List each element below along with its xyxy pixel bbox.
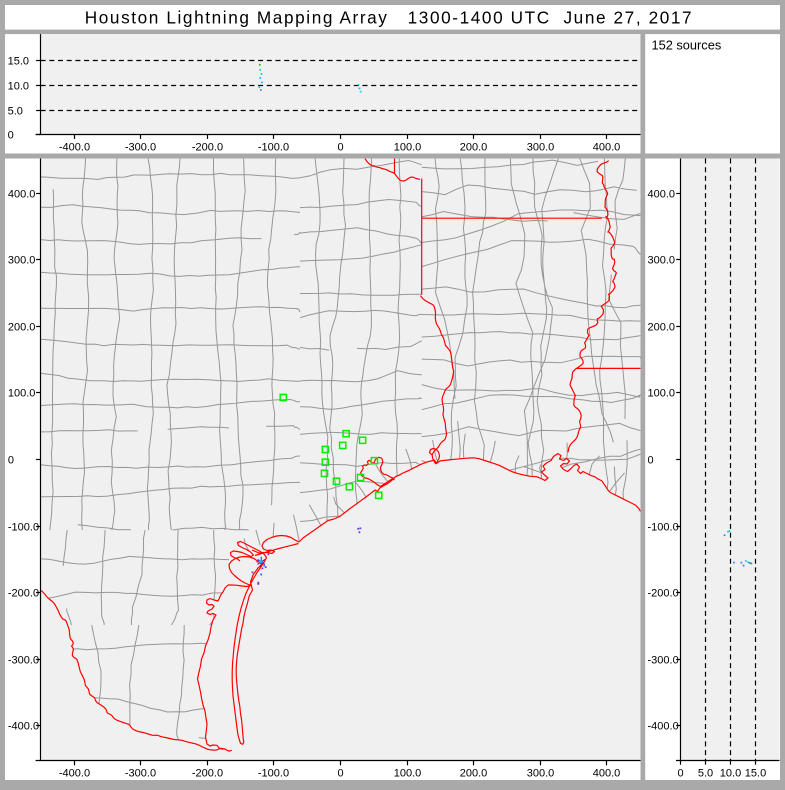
svg-text:152 sources: 152 sources <box>652 38 722 53</box>
svg-text:200.0: 200.0 <box>460 142 488 154</box>
svg-text:-100.0: -100.0 <box>648 522 679 534</box>
svg-text:300.0: 300.0 <box>8 255 36 267</box>
svg-text:5.0: 5.0 <box>8 106 23 118</box>
svg-text:300.0: 300.0 <box>648 255 676 267</box>
svg-text:400.0: 400.0 <box>593 142 621 154</box>
svg-text:200.0: 200.0 <box>8 322 36 334</box>
svg-text:-200.0: -200.0 <box>8 588 39 600</box>
svg-text:-100.0: -100.0 <box>258 142 289 154</box>
svg-text:0: 0 <box>648 455 654 467</box>
svg-text:100.0: 100.0 <box>8 388 36 400</box>
svg-text:400.0: 400.0 <box>593 768 621 780</box>
svg-text:-100.0: -100.0 <box>8 522 39 534</box>
svg-text:400.0: 400.0 <box>648 189 676 201</box>
svg-text:100.0: 100.0 <box>394 142 422 154</box>
svg-text:100.0: 100.0 <box>648 388 676 400</box>
svg-text:-200.0: -200.0 <box>648 588 679 600</box>
svg-text:400.0: 400.0 <box>8 189 36 201</box>
svg-text:5.0: 5.0 <box>698 768 713 780</box>
svg-text:-300.0: -300.0 <box>125 142 156 154</box>
svg-text:300.0: 300.0 <box>527 768 555 780</box>
svg-text:-100.0: -100.0 <box>258 768 289 780</box>
svg-text:0: 0 <box>677 768 683 780</box>
svg-text:-400.0: -400.0 <box>8 721 39 733</box>
svg-text:-400.0: -400.0 <box>59 768 90 780</box>
svg-text:-300.0: -300.0 <box>125 768 156 780</box>
svg-text:200.0: 200.0 <box>648 322 676 334</box>
svg-text:100.0: 100.0 <box>394 768 422 780</box>
svg-text:15.0: 15.0 <box>745 768 766 780</box>
svg-text:-300.0: -300.0 <box>648 655 679 667</box>
svg-text:15.0: 15.0 <box>8 56 29 68</box>
svg-text:0: 0 <box>337 142 343 154</box>
svg-text:10.0: 10.0 <box>8 81 29 93</box>
svg-text:-400.0: -400.0 <box>59 142 90 154</box>
svg-text:0: 0 <box>8 455 14 467</box>
svg-text:-200.0: -200.0 <box>192 768 223 780</box>
svg-text:-400.0: -400.0 <box>648 721 679 733</box>
svg-text:0: 0 <box>8 130 14 142</box>
svg-text:300.0: 300.0 <box>527 142 555 154</box>
svg-text:-200.0: -200.0 <box>192 142 223 154</box>
svg-text:10.0: 10.0 <box>720 768 741 780</box>
svg-text:200.0: 200.0 <box>460 768 488 780</box>
svg-text:-300.0: -300.0 <box>8 655 39 667</box>
svg-text:0: 0 <box>337 768 343 780</box>
svg-text:Houston Lightning Mapping Arra: Houston Lightning Mapping Array 1300-140… <box>85 7 693 27</box>
